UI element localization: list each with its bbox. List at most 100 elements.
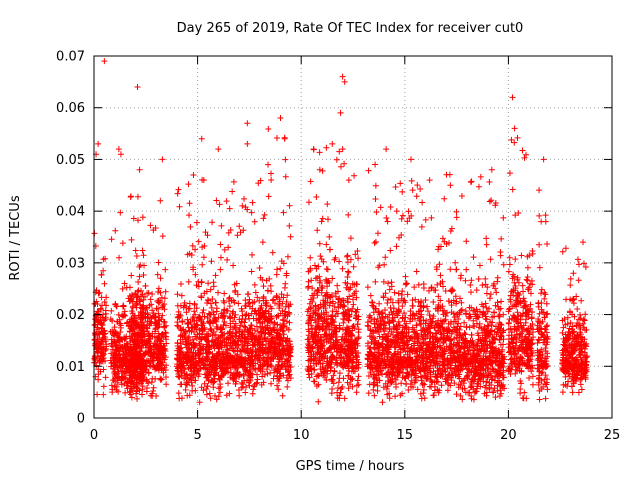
data-point xyxy=(247,346,254,353)
data-point xyxy=(387,247,394,254)
data-point xyxy=(100,328,107,335)
data-point xyxy=(146,360,153,367)
data-point xyxy=(353,389,360,396)
data-point xyxy=(163,340,170,347)
data-point xyxy=(335,379,342,386)
data-point xyxy=(372,182,379,189)
data-point xyxy=(99,322,106,329)
data-point xyxy=(225,380,232,387)
data-point xyxy=(277,265,284,272)
data-point xyxy=(102,347,109,354)
data-point xyxy=(184,320,191,327)
data-point xyxy=(487,256,494,263)
data-point xyxy=(203,330,210,337)
data-point xyxy=(207,286,214,293)
data-point xyxy=(94,324,101,331)
data-point xyxy=(109,317,116,324)
data-point xyxy=(113,352,120,359)
data-point xyxy=(242,389,249,396)
data-point xyxy=(422,216,429,223)
data-point xyxy=(228,330,235,337)
data-point xyxy=(268,170,275,177)
data-point xyxy=(122,375,129,382)
data-point xyxy=(156,360,163,367)
data-point xyxy=(391,289,398,296)
data-point xyxy=(134,300,141,307)
data-point xyxy=(230,337,237,344)
data-point xyxy=(419,199,426,206)
data-point xyxy=(155,316,162,323)
data-point xyxy=(226,205,233,212)
data-point xyxy=(422,296,429,303)
data-point xyxy=(252,366,259,373)
data-point xyxy=(163,374,170,381)
data-point xyxy=(393,243,400,250)
data-point xyxy=(95,366,102,373)
data-point xyxy=(252,289,259,296)
data-point xyxy=(241,319,248,326)
data-point xyxy=(334,282,341,289)
data-point xyxy=(100,267,107,274)
data-point xyxy=(100,391,107,398)
data-point xyxy=(137,319,144,326)
data-point xyxy=(438,382,445,389)
data-point xyxy=(244,349,251,356)
data-point xyxy=(473,287,480,294)
data-point xyxy=(384,299,391,306)
data-point xyxy=(119,240,126,247)
data-point xyxy=(224,334,231,341)
data-point xyxy=(486,178,493,185)
data-point xyxy=(205,377,212,384)
data-point xyxy=(185,335,192,342)
data-point xyxy=(398,215,405,222)
data-point xyxy=(155,357,162,364)
data-point xyxy=(372,278,379,285)
data-point xyxy=(176,374,183,381)
data-point xyxy=(153,365,160,372)
data-point xyxy=(212,358,219,365)
data-point xyxy=(112,227,119,234)
data-point xyxy=(483,241,490,248)
data-point xyxy=(249,390,256,397)
data-point xyxy=(135,279,142,286)
data-point xyxy=(207,325,214,332)
data-point xyxy=(174,190,181,197)
data-point xyxy=(160,332,167,339)
data-point xyxy=(517,390,524,397)
data-point xyxy=(239,202,246,209)
data-point xyxy=(239,331,246,338)
data-point xyxy=(120,313,127,320)
data-point xyxy=(136,348,143,355)
data-point xyxy=(367,292,374,299)
data-point xyxy=(129,372,136,379)
data-point xyxy=(159,233,166,240)
data-point xyxy=(519,282,526,289)
data-point xyxy=(136,371,143,378)
data-point xyxy=(150,310,157,317)
data-point xyxy=(249,251,256,258)
data-point xyxy=(245,312,252,319)
data-point xyxy=(118,381,125,388)
data-point xyxy=(142,349,149,356)
data-point xyxy=(376,300,383,307)
data-point xyxy=(476,262,483,269)
data-point xyxy=(142,341,149,348)
data-point xyxy=(224,365,231,372)
data-point xyxy=(498,298,505,305)
data-point xyxy=(230,178,237,185)
data-point xyxy=(195,340,202,347)
data-point xyxy=(398,291,405,298)
data-point xyxy=(329,312,336,319)
data-point xyxy=(200,387,207,394)
data-point xyxy=(133,388,140,395)
data-point xyxy=(158,316,165,323)
data-point xyxy=(371,240,378,247)
data-point xyxy=(95,290,102,297)
data-point xyxy=(110,365,117,372)
data-point xyxy=(185,364,192,371)
data-point xyxy=(191,352,198,359)
data-point xyxy=(343,253,350,260)
data-point xyxy=(370,386,377,393)
data-point xyxy=(231,348,238,355)
data-point xyxy=(345,268,352,275)
